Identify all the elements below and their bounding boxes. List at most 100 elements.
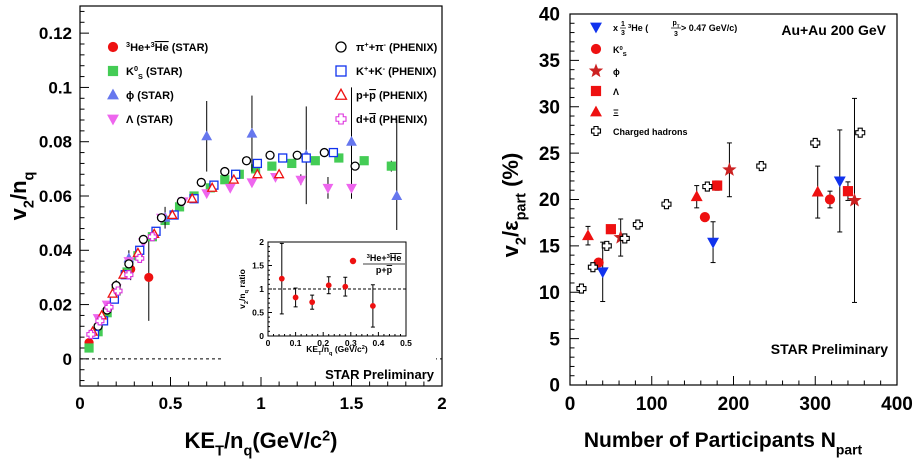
inset-data-point — [292, 294, 299, 301]
right-data-point — [702, 181, 713, 192]
inset-y-axis-label: v2/nq ratio — [237, 269, 250, 309]
right-y-tick-label: 35 — [539, 51, 561, 72]
legend-entry: Λ (STAR) — [126, 114, 173, 126]
inset-x-axis-label-part-3: q — [329, 351, 333, 357]
left-data-point — [359, 156, 369, 166]
left-x-tick-label: 0.5 — [159, 394, 183, 413]
right-data-point — [605, 224, 616, 235]
right-x-tick-label: 400 — [881, 394, 913, 415]
left-x-axis-label-part-1: T — [215, 444, 224, 460]
legend-entry: K0S (STAR) — [126, 64, 183, 81]
left-data-point — [124, 259, 134, 269]
right-series-0 — [596, 129, 846, 303]
inset-x-axis-label-part-5: 2 — [362, 345, 365, 351]
legend-entry: K++K- (PHENIX) — [356, 64, 437, 78]
legend-marker — [590, 43, 602, 55]
legend-marker — [107, 114, 119, 126]
right-y-tick-label: 25 — [539, 144, 561, 165]
inset-data-point — [309, 299, 316, 306]
right-chart-panel: 0 100 200 300 4000510152025303540K0SϕΛΞCharg… — [498, 5, 913, 458]
legend-entry-part-0: π — [356, 42, 365, 54]
legend-marker — [335, 65, 347, 77]
left-data-point — [319, 147, 330, 158]
right-series-4 — [582, 165, 824, 246]
left-x-axis-label-part-0: KE — [185, 428, 216, 453]
left-data-point — [124, 270, 134, 280]
legend-marker — [335, 41, 347, 53]
right-x-tick-label: 200 — [718, 394, 750, 415]
right-data-point — [576, 283, 587, 294]
legend-entry-part-1: He+ — [130, 42, 151, 54]
left-y-axis-label-part-3: q — [22, 172, 38, 181]
left-y-axis-label-part-1: 2 — [22, 200, 38, 208]
left-chart-panel: 0 0.5 1 1.5 200.020.040.060.080.10.123He+3He… — [6, 5, 447, 460]
right-data-point — [661, 199, 672, 210]
left-y-tick-label: 0.08 — [39, 133, 72, 152]
left-data-point — [228, 173, 240, 184]
left-x-tick-label: 2 — [437, 394, 446, 413]
right-data-point — [810, 137, 821, 148]
left-x-axis-label-part-6: ) — [330, 428, 337, 453]
left-data-point — [295, 175, 307, 186]
legend-entry-part-0: Λ — [126, 114, 134, 126]
legend-entry: 3He+3He (STAR) — [126, 40, 209, 54]
right-y-axis-label: v2/εpart (%) — [498, 153, 530, 258]
legend-entry-part-4: (STAR) — [169, 42, 209, 54]
legend-entry-he-part-0: 3 — [628, 24, 632, 30]
legend-entry-part-0: 3 — [126, 40, 130, 49]
left-data-point — [391, 190, 403, 200]
inset-x-axis-label-part-6: ) — [365, 344, 368, 354]
legend-entry-frac-den: 3 — [621, 30, 625, 37]
right-y-tick-label: 30 — [539, 97, 560, 118]
legend-entry-part-3: (STAR) — [143, 66, 183, 78]
inset-x-axis-label-part-1: T — [318, 351, 322, 357]
inset-background — [222, 230, 436, 362]
left-data-point — [241, 156, 252, 166]
left-data-point — [346, 135, 357, 146]
left-y-tick-label: 0.1 — [48, 78, 72, 97]
right-data-point — [712, 180, 723, 191]
left-data-point — [246, 127, 258, 138]
right-x-axis-label-part-1: part — [836, 441, 863, 457]
inset-x-tick-label: 0.4 — [372, 338, 384, 348]
right-y-tick-label: 15 — [539, 237, 561, 258]
right-y-axis-label-part-1: 2 — [514, 237, 530, 245]
left-data-point — [95, 316, 105, 326]
legend-entry-part-2: (PHENIX) — [376, 90, 428, 102]
inset-y-axis-label-part-4: ratio — [237, 269, 247, 290]
left-data-point — [251, 168, 263, 179]
legend-entry: Charged hadrons — [613, 127, 688, 137]
legend-entry-part-1: 0 — [134, 64, 138, 73]
legend-entry-part-2: +K — [368, 66, 382, 78]
left-data-point — [138, 234, 149, 245]
left-data-point — [328, 147, 339, 158]
legend-entry: K0S — [613, 45, 627, 58]
left-data-point — [292, 150, 302, 160]
inset-x-tick-label: 0.3 — [345, 338, 357, 348]
right-y-tick-label: 10 — [539, 283, 560, 304]
right-x-tick-label: 0 — [565, 394, 576, 415]
right-data-point — [699, 212, 710, 223]
legend-entry-part-0: Ξ — [613, 108, 619, 118]
legend-entry: d+d (PHENIX) — [356, 114, 428, 126]
legend-marker — [588, 63, 604, 78]
legend-marker — [334, 87, 348, 100]
legend-entry-part-2: +π — [369, 42, 384, 54]
left-data-point — [350, 161, 360, 171]
legend-entry-part-0: d+ — [356, 114, 369, 126]
right-data-point — [587, 262, 598, 273]
legend-entry-part-0: Λ — [613, 87, 619, 97]
legend-entry-part-0: ϕ — [613, 67, 620, 77]
legend-entry-part-3: He — [155, 42, 169, 54]
legend-entry-threshold: > 0.47 GeV/c) — [681, 23, 737, 33]
legend-entry-part-3: - — [384, 40, 387, 49]
legend-entry-part-2: (PHENIX) — [376, 114, 428, 126]
right-y-tick-label: 20 — [539, 190, 560, 211]
legend-entry: ϕ — [613, 67, 620, 77]
inset-y-tick-label: 1 — [259, 284, 264, 294]
left-x-axis-label-part-4: (GeV/c — [252, 428, 322, 453]
right-data-point — [811, 185, 824, 197]
legend-entry-part-0: ϕ — [126, 90, 134, 102]
left-y-axis-label-part-0: v — [6, 207, 31, 220]
